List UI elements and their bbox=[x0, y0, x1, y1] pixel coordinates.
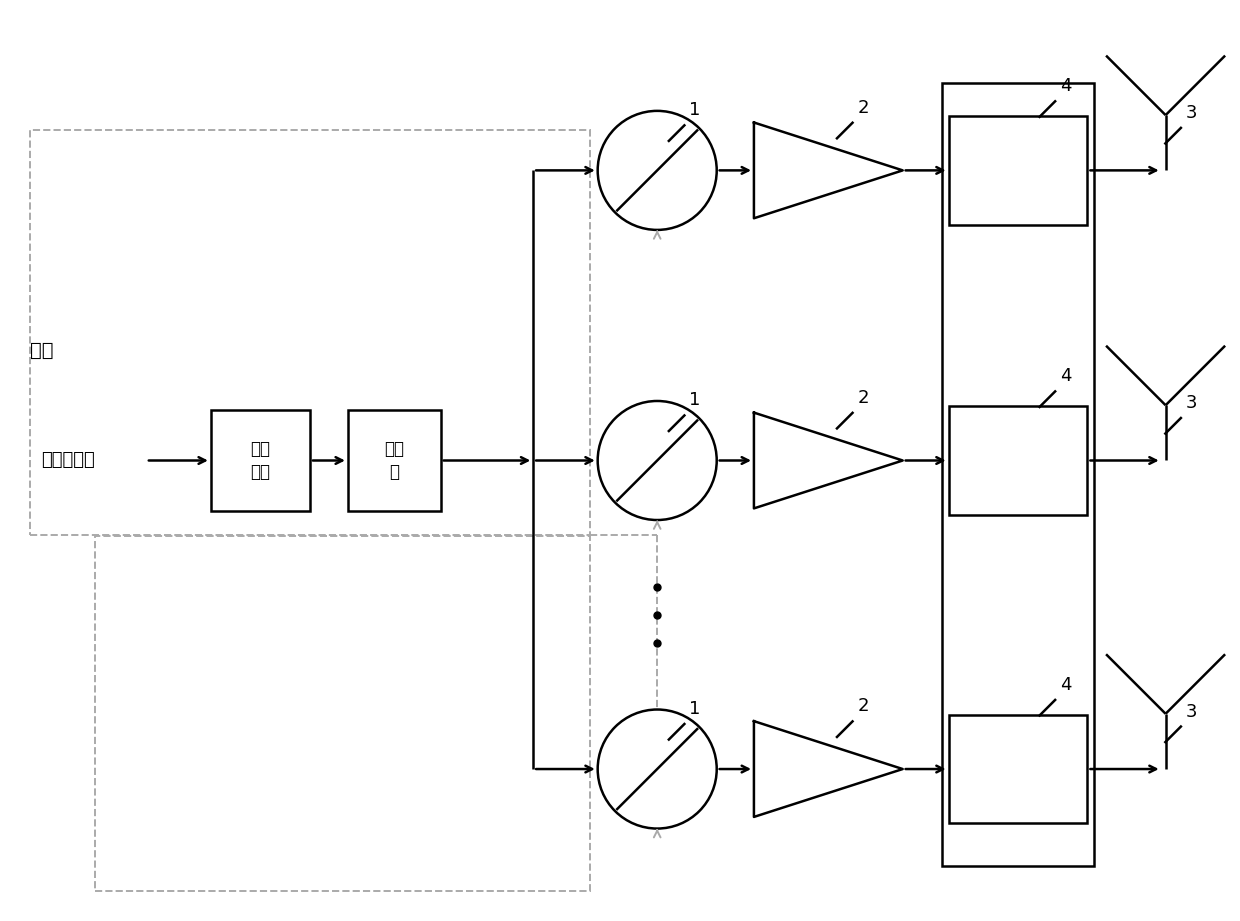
Text: 2: 2 bbox=[858, 99, 869, 117]
Text: 控制: 控制 bbox=[30, 341, 53, 359]
Circle shape bbox=[598, 111, 717, 230]
Text: 3: 3 bbox=[1185, 703, 1198, 720]
Text: 数模
转换: 数模 转换 bbox=[250, 439, 270, 482]
Text: 2: 2 bbox=[858, 389, 869, 407]
Text: 上变
频: 上变 频 bbox=[384, 439, 404, 482]
Circle shape bbox=[598, 401, 717, 520]
Bar bbox=[942, 83, 1094, 866]
Bar bbox=[30, 131, 590, 535]
Text: 3: 3 bbox=[1185, 394, 1198, 412]
Text: 待发送数据: 待发送数据 bbox=[41, 451, 94, 470]
Text: 4: 4 bbox=[1060, 367, 1071, 385]
Bar bbox=[347, 410, 441, 511]
Bar bbox=[949, 116, 1087, 225]
Text: 4: 4 bbox=[1060, 77, 1071, 95]
Text: 1: 1 bbox=[689, 700, 701, 718]
Text: 1: 1 bbox=[689, 101, 701, 120]
Circle shape bbox=[598, 709, 717, 829]
Text: 1: 1 bbox=[689, 391, 701, 410]
Text: 2: 2 bbox=[858, 697, 869, 716]
Bar bbox=[211, 410, 310, 511]
Text: 3: 3 bbox=[1185, 104, 1198, 122]
Bar bbox=[949, 715, 1087, 823]
Bar bbox=[95, 535, 590, 891]
Text: 4: 4 bbox=[1060, 676, 1071, 694]
Bar bbox=[949, 406, 1087, 515]
